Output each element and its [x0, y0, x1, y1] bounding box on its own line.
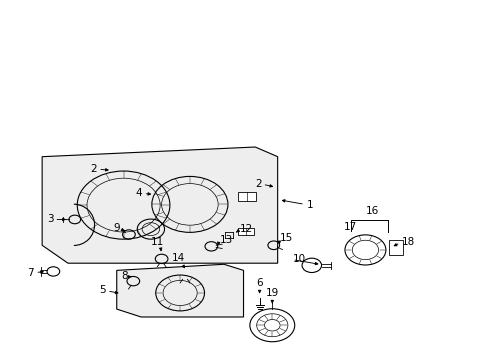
Text: 5: 5 — [99, 285, 105, 295]
Polygon shape — [117, 264, 243, 317]
Text: 2: 2 — [90, 164, 97, 174]
Text: 6: 6 — [256, 278, 263, 288]
Text: 3: 3 — [47, 215, 53, 224]
Text: 8: 8 — [121, 271, 127, 281]
Text: 10: 10 — [293, 254, 306, 264]
Text: 1: 1 — [306, 200, 313, 210]
Text: 18: 18 — [401, 237, 414, 247]
Text: 13: 13 — [220, 235, 233, 245]
Text: 15: 15 — [280, 233, 293, 243]
Text: 9: 9 — [113, 224, 120, 233]
Text: 16: 16 — [365, 206, 378, 216]
Text: 2: 2 — [254, 179, 261, 189]
Text: 4: 4 — [135, 188, 142, 198]
FancyBboxPatch shape — [388, 240, 403, 255]
FancyBboxPatch shape — [238, 192, 255, 201]
Text: 12: 12 — [240, 225, 253, 234]
Text: 19: 19 — [265, 288, 278, 298]
Text: 7: 7 — [27, 267, 34, 278]
Text: 14: 14 — [172, 253, 185, 263]
Text: 17: 17 — [343, 222, 356, 232]
Text: 11: 11 — [151, 237, 164, 247]
FancyBboxPatch shape — [238, 228, 253, 235]
Polygon shape — [42, 147, 277, 263]
